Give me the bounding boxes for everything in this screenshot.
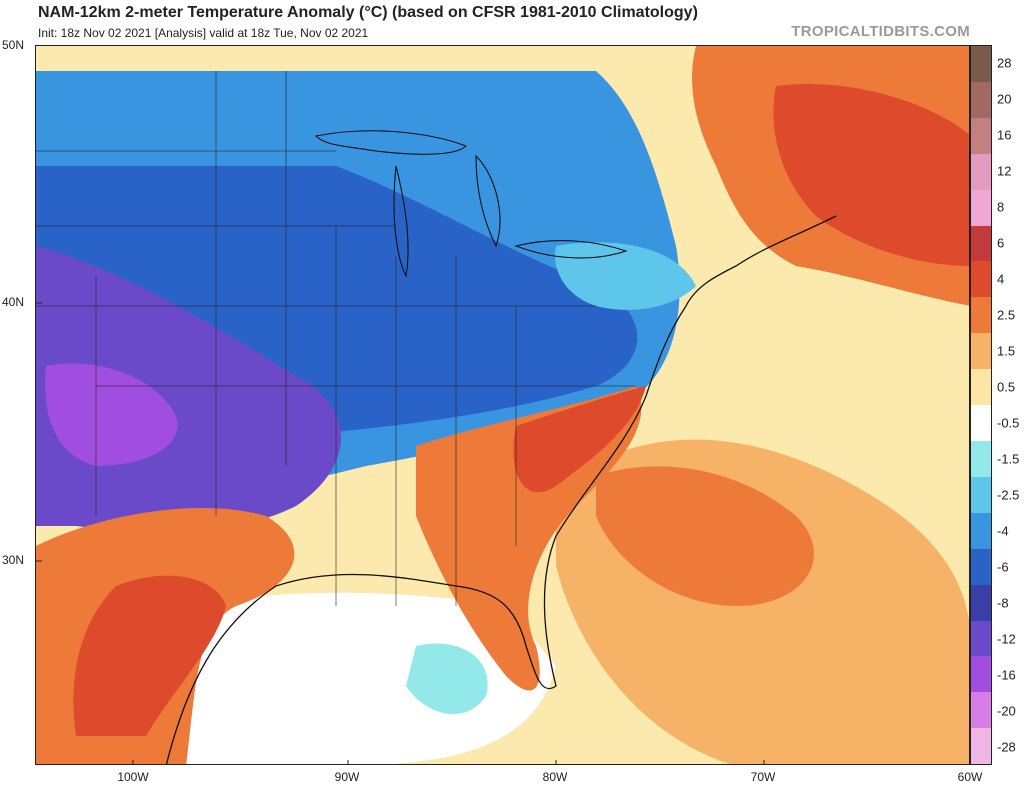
colorbar-segment [971, 584, 991, 621]
colorbar-label: -16 [997, 667, 1016, 683]
graticule-ticks [36, 302, 765, 764]
colorbar-segment [971, 728, 991, 765]
colorbar-label: 1.5 [997, 343, 1016, 359]
colorbar-segment [971, 225, 991, 262]
colorbar-label: 4 [997, 271, 1005, 287]
colorbar-segment [971, 548, 991, 585]
state-boundaries [36, 71, 636, 606]
lat-label-40n: 40N [2, 295, 25, 309]
colorbar-label: 2.5 [997, 307, 1016, 323]
colorbar-label: -28 [997, 739, 1016, 755]
lat-label-30n: 30N [2, 553, 25, 567]
colorbar [970, 45, 992, 765]
maritimes-warm-core [773, 84, 969, 266]
colorbar-segment [971, 620, 991, 657]
atlantic-warm-core [596, 466, 814, 606]
colorbar-label: 6 [997, 235, 1005, 251]
colorbar-label: 12 [997, 163, 1012, 179]
lon-label-90w: 90W [334, 770, 360, 784]
lon-label-80w: 80W [542, 770, 568, 784]
colorbar-label: -6 [997, 559, 1009, 575]
colorbar-segment [971, 440, 991, 477]
map-subtitle: Init: 18z Nov 02 2021 [Analysis] valid a… [38, 26, 369, 40]
colorbar-label: 28 [997, 55, 1012, 71]
lon-label-70w: 70W [750, 770, 776, 784]
brand-watermark: TROPICALTIDBITS.COM [791, 23, 970, 40]
colorbar-segment [971, 512, 991, 549]
colorbar-label: -2.5 [997, 487, 1020, 503]
colorbar-segment [971, 692, 991, 729]
lon-label-100w: 100W [117, 770, 149, 784]
great-lakes-outline [314, 130, 628, 278]
colorbar-segment [971, 333, 991, 370]
anomaly-map-svg [36, 46, 969, 764]
colorbar-label: -12 [997, 631, 1016, 647]
colorbar-segment [971, 369, 991, 406]
colorbar-label: 8 [997, 199, 1005, 215]
map-title: NAM-12km 2-meter Temperature Anomaly (°C… [38, 4, 698, 21]
midatlantic-cool-band [555, 242, 696, 310]
anomaly-map [35, 45, 970, 765]
texas-warm-core [73, 575, 226, 736]
lon-label-60w: 60W [957, 770, 983, 784]
colorbar-label: -8 [997, 595, 1009, 611]
oklahoma-deep-purple-patch [45, 363, 178, 466]
colorbar-segment [971, 46, 991, 82]
colorbar-segment [971, 297, 991, 334]
colorbar-segment [971, 261, 991, 298]
colorbar-label: -4 [997, 523, 1009, 539]
colorbar-label: -0.5 [997, 415, 1020, 431]
colorbar-segment [971, 189, 991, 226]
colorbar-label: 20 [997, 91, 1012, 107]
colorbar-label: 16 [997, 127, 1012, 143]
colorbar-segment [971, 153, 991, 190]
us-coastline [165, 215, 837, 764]
colorbar-label: -20 [997, 703, 1016, 719]
colorbar-segment [971, 476, 991, 513]
gulf-cyan-patch [406, 643, 488, 715]
colorbar-segment [971, 656, 991, 693]
lat-label-50n: 50N [2, 38, 25, 52]
colorbar-label: -1.5 [997, 451, 1020, 467]
gulf-neutral-region [181, 592, 556, 764]
colorbar-segment [971, 117, 991, 154]
colorbar-label: 0.5 [997, 379, 1016, 395]
colorbar-segment [971, 81, 991, 118]
carolinas-warm-core [513, 386, 646, 493]
colorbar-segment [971, 405, 991, 441]
